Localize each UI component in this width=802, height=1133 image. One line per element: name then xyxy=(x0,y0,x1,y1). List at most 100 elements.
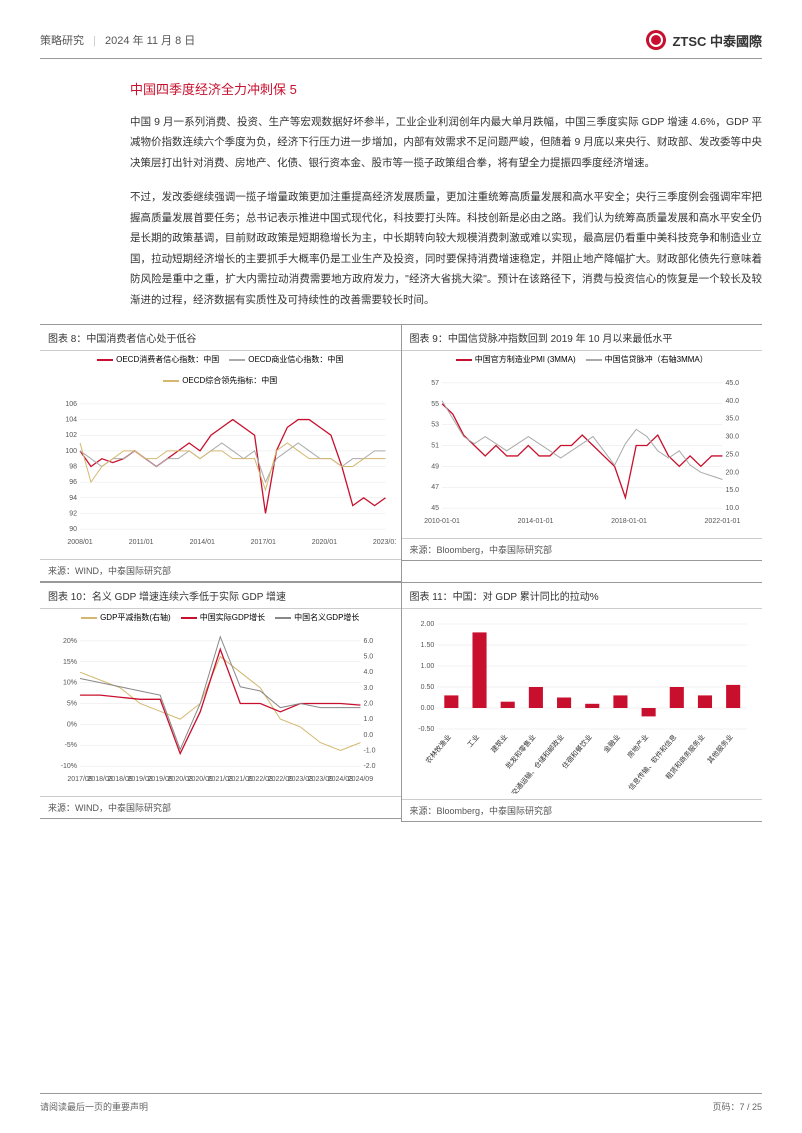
svg-text:98: 98 xyxy=(69,464,77,471)
chart-10-legend: GDP平减指数(右轴)中国实际GDP增长中国名义GDP增长 xyxy=(40,609,401,626)
svg-text:0.0: 0.0 xyxy=(363,732,373,739)
svg-text:35.0: 35.0 xyxy=(725,416,739,423)
category: 策略研究 xyxy=(40,35,84,47)
chart-8-title: 图表 8：中国消费者信心处于低谷 xyxy=(40,324,401,351)
separator: | xyxy=(93,35,96,47)
chart-8-svg: 90 92 94 96 98 100 102 104 106 2008/01 2011/01 2014… xyxy=(45,394,396,554)
svg-text:45: 45 xyxy=(431,505,439,512)
svg-text:3.0: 3.0 xyxy=(363,685,373,692)
svg-text:30.0: 30.0 xyxy=(725,434,739,441)
date: 2024 年 11 月 8 日 xyxy=(105,35,195,47)
svg-text:94: 94 xyxy=(69,495,77,502)
svg-text:6.0: 6.0 xyxy=(363,638,373,645)
svg-text:2022-01-01: 2022-01-01 xyxy=(704,518,740,525)
svg-text:金融业: 金融业 xyxy=(601,733,621,755)
svg-text:2017/01: 2017/01 xyxy=(251,539,276,546)
svg-text:1.50: 1.50 xyxy=(420,642,434,649)
svg-text:96: 96 xyxy=(69,479,77,486)
svg-text:农林牧渔业: 农林牧渔业 xyxy=(423,733,452,766)
svg-text:0.00: 0.00 xyxy=(420,705,434,712)
svg-text:2.00: 2.00 xyxy=(420,621,434,628)
chart-10-title: 图表 10：名义 GDP 增速连续六季低于实际 GDP 增速 xyxy=(40,582,401,609)
svg-text:20%: 20% xyxy=(63,638,77,645)
logo-text: ZTSC 中泰國際 xyxy=(672,31,762,50)
svg-text:1.00: 1.00 xyxy=(420,663,434,670)
svg-text:45.0: 45.0 xyxy=(725,380,739,387)
svg-text:0.50: 0.50 xyxy=(420,684,434,691)
svg-text:2008/01: 2008/01 xyxy=(67,539,92,546)
svg-text:2024/09: 2024/09 xyxy=(348,776,373,783)
svg-text:-10%: -10% xyxy=(61,763,77,770)
chart-8-source: 来源：WIND，中泰国际研究部 xyxy=(40,559,401,582)
svg-text:2014/01: 2014/01 xyxy=(190,539,215,546)
chart-11: 图表 11：中国：对 GDP 累计同比的拉动% -0.50 0.00 0.50 1.0… xyxy=(402,582,763,822)
chart-10-svg: -10% -5% 0% 5% 10% 15% 20% -2.0 -1.0 0.0 1.0 2.0 3.0… xyxy=(45,631,396,791)
svg-text:51: 51 xyxy=(431,443,439,450)
svg-text:5%: 5% xyxy=(67,701,77,708)
svg-text:-5%: -5% xyxy=(65,742,77,749)
footer-left: 请阅读最后一页的重要声明 xyxy=(40,1100,148,1113)
chart-9: 图表 9：中国信贷脉冲指数回到 2019 年 10 月以来最低水平 中国官方制造… xyxy=(402,324,763,582)
svg-text:57: 57 xyxy=(431,380,439,387)
chart-10: 图表 10：名义 GDP 增速连续六季低于实际 GDP 增速 GDP平减指数(右… xyxy=(40,582,402,822)
header-meta: 策略研究 | 2024 年 11 月 8 日 xyxy=(40,32,195,48)
svg-text:其他服务业: 其他服务业 xyxy=(705,733,734,766)
svg-text:106: 106 xyxy=(65,401,77,408)
svg-text:2023/01: 2023/01 xyxy=(373,539,396,546)
chart-11-svg: -0.500.000.501.001.502.00农林牧渔业工业建筑业批发和零售… xyxy=(407,614,758,794)
svg-text:47: 47 xyxy=(431,484,439,491)
svg-text:2011/01: 2011/01 xyxy=(129,539,154,546)
svg-text:104: 104 xyxy=(65,417,77,424)
svg-text:4.0: 4.0 xyxy=(363,669,373,676)
chart-11-title: 图表 11：中国：对 GDP 累计同比的拉动% xyxy=(402,582,763,609)
charts-row-2: 图表 10：名义 GDP 增速连续六季低于实际 GDP 增速 GDP平减指数(右… xyxy=(40,582,762,822)
svg-text:2.0: 2.0 xyxy=(363,701,373,708)
svg-text:92: 92 xyxy=(69,511,77,518)
svg-text:40.0: 40.0 xyxy=(725,398,739,405)
paragraph-2: 不过，发改委继续强调一揽子增量政策更加注重提高经济发展质量，更加注重统筹高质量发… xyxy=(130,187,762,310)
paragraph-1: 中国 9 月一系列消费、投资、生产等宏观数据好坏参半，工业企业利润创年内最大单月… xyxy=(130,112,762,173)
chart-9-legend: 中国官方制造业PMI (3MMA)中国信贷脉冲（右轴3MMA） xyxy=(402,351,763,368)
svg-text:信息传输、软件和信息: 信息传输、软件和信息 xyxy=(626,733,678,792)
svg-text:10%: 10% xyxy=(63,680,77,687)
page-header: 策略研究 | 2024 年 11 月 8 日 ZTSC 中泰國際 xyxy=(40,30,762,59)
chart-10-source: 来源：WIND，中泰国际研究部 xyxy=(40,796,401,819)
svg-text:20.0: 20.0 xyxy=(725,470,739,477)
svg-text:5.0: 5.0 xyxy=(363,654,373,661)
svg-text:15%: 15% xyxy=(63,659,77,666)
chart-11-source: 来源：Bloomberg，中泰国际研究部 xyxy=(402,799,763,822)
svg-text:1.0: 1.0 xyxy=(363,716,373,723)
svg-text:10.0: 10.0 xyxy=(725,505,739,512)
charts-row-1: 图表 8：中国消费者信心处于低谷 OECD消费者信心指数：中国OECD商业信心指… xyxy=(40,324,762,582)
svg-text:0%: 0% xyxy=(67,722,77,729)
svg-text:工业: 工业 xyxy=(465,733,481,750)
section-title: 中国四季度经济全力冲刺保 5 xyxy=(130,79,762,98)
svg-text:2014-01-01: 2014-01-01 xyxy=(517,518,553,525)
svg-text:100: 100 xyxy=(65,448,77,455)
chart-9-svg: 45 47 49 51 53 55 57 10.0 15.0 20.0 25.0 30.0 35.0 40… xyxy=(407,373,758,533)
page-footer: 请阅读最后一页的重要声明 页码：7 / 25 xyxy=(40,1093,762,1113)
logo: ZTSC 中泰國際 xyxy=(646,30,762,50)
svg-text:2020/01: 2020/01 xyxy=(312,539,337,546)
svg-text:交通运输、仓储和邮政业: 交通运输、仓储和邮政业 xyxy=(509,733,565,794)
svg-text:-2.0: -2.0 xyxy=(363,763,375,770)
svg-text:15.0: 15.0 xyxy=(725,487,739,494)
svg-text:102: 102 xyxy=(65,432,77,439)
svg-text:53: 53 xyxy=(431,422,439,429)
chart-8: 图表 8：中国消费者信心处于低谷 OECD消费者信心指数：中国OECD商业信心指… xyxy=(40,324,402,582)
logo-icon xyxy=(646,30,666,50)
svg-text:房地产业: 房地产业 xyxy=(625,733,650,760)
footer-right: 页码：7 / 25 xyxy=(712,1100,762,1113)
chart-9-title: 图表 9：中国信贷脉冲指数回到 2019 年 10 月以来最低水平 xyxy=(402,324,763,351)
svg-text:25.0: 25.0 xyxy=(725,452,739,459)
svg-text:-1.0: -1.0 xyxy=(363,748,375,755)
svg-text:建筑业: 建筑业 xyxy=(488,733,508,755)
svg-text:2010-01-01: 2010-01-01 xyxy=(424,518,460,525)
chart-8-legend: OECD消费者信心指数：中国OECD商业信心指数：中国OECD综合领先指标：中国 xyxy=(40,351,401,389)
svg-text:49: 49 xyxy=(431,464,439,471)
svg-text:-0.50: -0.50 xyxy=(418,726,434,733)
svg-text:55: 55 xyxy=(431,401,439,408)
svg-text:90: 90 xyxy=(69,526,77,533)
chart-9-source: 来源：Bloomberg，中泰国际研究部 xyxy=(402,538,763,561)
svg-text:2018-01-01: 2018-01-01 xyxy=(611,518,647,525)
